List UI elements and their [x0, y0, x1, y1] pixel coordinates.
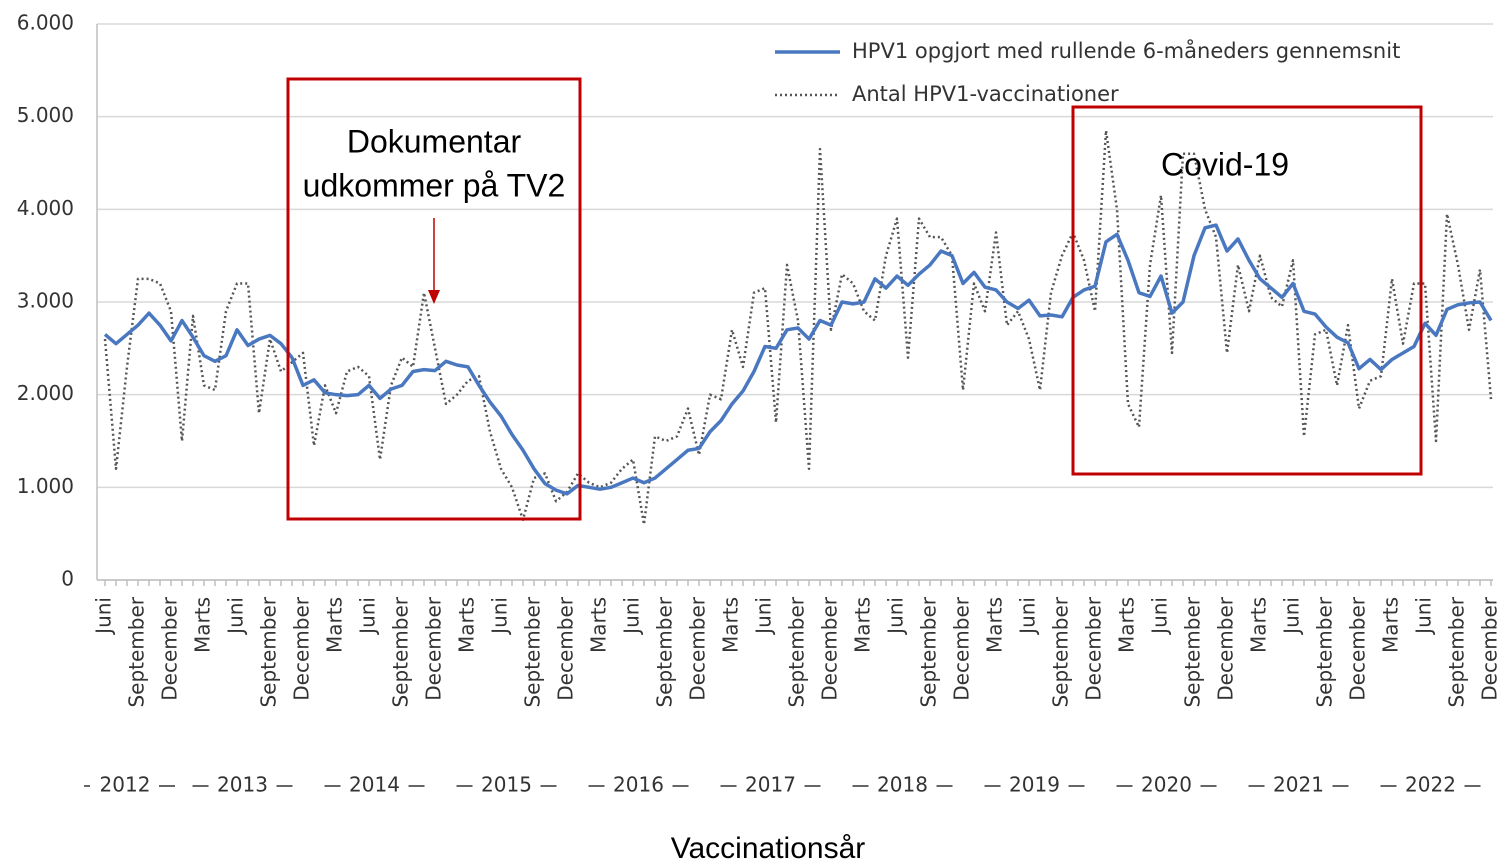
- y-tick-label: 5.000: [17, 103, 74, 127]
- x-tick-label: December: [818, 596, 842, 700]
- annotation-text: Covid-19: [1161, 146, 1289, 182]
- x-tick-label: Marts: [1379, 597, 1403, 653]
- year-label: 2014: [349, 773, 400, 797]
- x-tick-label: Marts: [719, 597, 743, 653]
- x-tick-label: September: [257, 596, 281, 707]
- y-tick-label: 3.000: [17, 289, 74, 313]
- x-tick-label: December: [158, 596, 182, 700]
- x-tick-label: Marts: [983, 597, 1007, 653]
- x-tick-label: September: [1049, 596, 1073, 707]
- year-label: 2015: [481, 773, 532, 797]
- x-tick-label: Juni: [1412, 597, 1436, 636]
- y-tick-label: 1.000: [17, 474, 74, 498]
- x-axis-title: Vaccinationsår: [671, 832, 866, 865]
- annotation-text: udkommer på TV2: [303, 167, 566, 203]
- legend-label: HPV1 opgjort med rullende 6-måneders gen…: [852, 38, 1400, 63]
- x-tick-label: September: [1445, 596, 1469, 707]
- x-tick-label: September: [389, 596, 413, 707]
- x-tick-label: Juni: [884, 597, 908, 636]
- year-label: 2012: [100, 773, 151, 797]
- x-tick-label: Juni: [752, 597, 776, 636]
- x-tick-label: Marts: [1115, 597, 1139, 653]
- x-tick-label: September: [785, 596, 809, 707]
- year-label: 2022: [1405, 773, 1456, 797]
- x-tick-label: Juni: [1016, 597, 1040, 636]
- legend-label: Antal HPV1-vaccinationer: [852, 82, 1119, 106]
- x-tick-label: Juni: [356, 597, 380, 636]
- x-tick-label: September: [521, 596, 545, 707]
- x-tick-label: Juni: [224, 597, 248, 636]
- x-tick-label: Marts: [455, 597, 479, 653]
- year-label: 2019: [1009, 773, 1060, 797]
- x-tick-label: Juni: [92, 597, 116, 636]
- y-tick-label: 6.000: [17, 11, 74, 35]
- x-tick-label: December: [290, 596, 314, 700]
- x-tick-label: September: [653, 596, 677, 707]
- x-tick-label: December: [1214, 596, 1238, 700]
- series-line: [103, 129, 1493, 526]
- x-tick-label: December: [554, 596, 578, 700]
- year-label: 2016: [613, 773, 664, 797]
- x-tick-label: December: [686, 596, 710, 700]
- x-tick-label: December: [1346, 596, 1370, 700]
- x-tick-label: December: [950, 596, 974, 700]
- x-tick-label: Marts: [851, 597, 875, 653]
- x-tick-label: December: [422, 596, 446, 700]
- annotation-arrowhead: [428, 290, 440, 304]
- x-tick-label: September: [917, 596, 941, 707]
- x-tick-label: Juni: [620, 597, 644, 636]
- series-line: [103, 223, 1493, 496]
- y-tick-label: 4.000: [17, 196, 74, 220]
- annotation-box: [1071, 105, 1423, 476]
- year-label: 2018: [877, 773, 928, 797]
- year-label: 2021: [1273, 773, 1324, 797]
- x-tick-label: September: [1181, 596, 1205, 707]
- annotation-text: Dokumentar: [347, 123, 522, 159]
- y-tick-label: 0: [61, 567, 74, 591]
- x-tick-label: September: [1313, 596, 1337, 707]
- year-label: 2020: [1141, 773, 1192, 797]
- x-tick-label: Juni: [1280, 597, 1304, 636]
- annotation-box: [286, 77, 582, 521]
- x-tick-label: Juni: [488, 597, 512, 636]
- x-tick-label: Marts: [1247, 597, 1271, 653]
- x-tick-label: December: [1478, 596, 1499, 700]
- x-tick-label: December: [1082, 596, 1106, 700]
- year-label: 2013: [217, 773, 268, 797]
- year-label: 2017: [745, 773, 796, 797]
- y-tick-label: 2.000: [17, 381, 74, 405]
- x-tick-label: Marts: [587, 597, 611, 653]
- x-tick-label: Marts: [323, 597, 347, 653]
- x-tick-label: Marts: [191, 597, 215, 653]
- x-tick-label: September: [125, 596, 149, 707]
- x-tick-label: Juni: [1148, 597, 1172, 636]
